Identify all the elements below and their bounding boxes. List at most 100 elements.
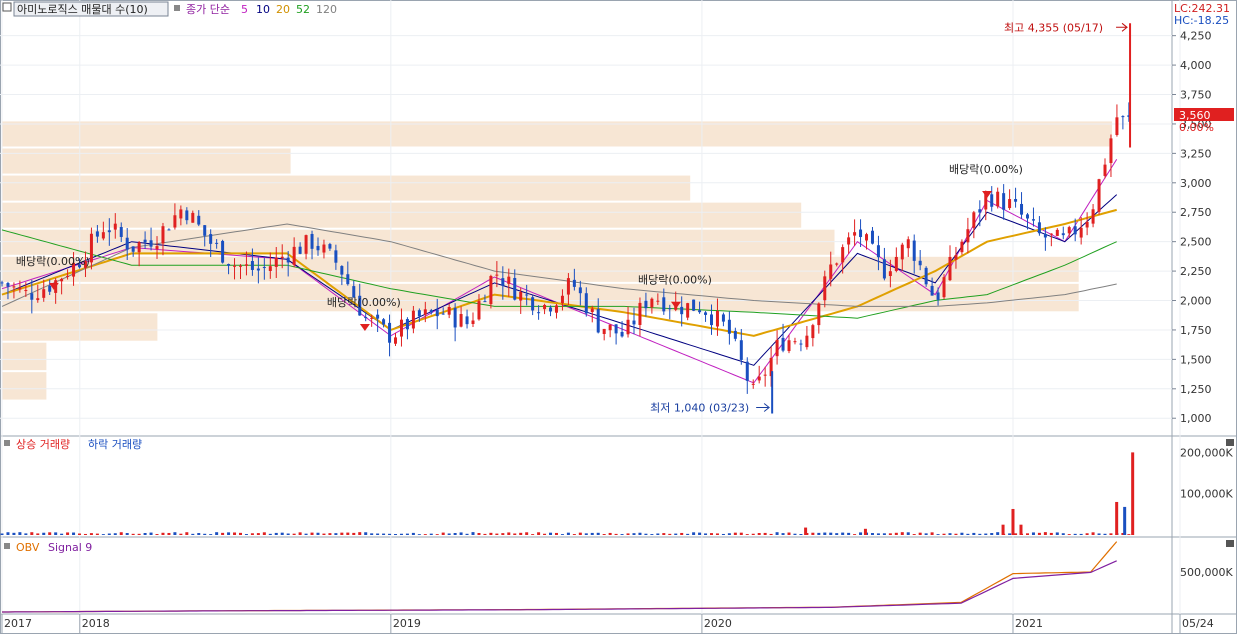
- volume-bar: [227, 532, 231, 535]
- volume-up-label: 상승 거래량: [16, 438, 70, 451]
- volume-profile-bin-2: [2, 175, 691, 201]
- candle-body: [1031, 219, 1035, 221]
- volume-bar: [662, 533, 666, 535]
- candle-body: [596, 308, 600, 333]
- candle-body: [417, 310, 421, 317]
- volume-bar: [829, 532, 833, 535]
- volume-bar: [215, 532, 219, 535]
- candle-body: [882, 259, 886, 279]
- candle-body: [310, 233, 314, 249]
- volume-bar: [441, 532, 445, 535]
- candle-body: [733, 330, 737, 339]
- candle-body: [614, 324, 618, 334]
- volume-bar: [12, 532, 16, 535]
- volume-bar: [143, 533, 147, 535]
- volume-bar: [978, 533, 982, 535]
- indicator-title-box[interactable]: [13, 1, 169, 17]
- candle-body: [107, 230, 111, 233]
- candle-body: [805, 335, 809, 348]
- volume-bar: [435, 534, 439, 535]
- candle-body: [757, 376, 761, 381]
- volume-bar: [262, 532, 266, 535]
- candle-body: [584, 293, 588, 314]
- volume-bar: [394, 534, 398, 535]
- candle-body: [149, 240, 153, 247]
- candle-body: [24, 290, 28, 292]
- volume-bar: [698, 532, 702, 535]
- candle-body: [966, 229, 970, 243]
- price-tick-label: 3,500: [1180, 118, 1212, 131]
- candle-body: [501, 278, 505, 286]
- volume-spike-bar: [1011, 508, 1015, 535]
- candle-body: [334, 250, 338, 263]
- volume-bar: [161, 532, 165, 535]
- candle-body: [543, 304, 547, 310]
- signal-label: Signal 9: [48, 541, 92, 554]
- price-tick-label: 1,000: [1180, 412, 1212, 425]
- candle-body: [18, 287, 22, 290]
- volume-bar: [388, 533, 392, 535]
- volume-bar: [620, 534, 624, 535]
- candle-body: [42, 289, 46, 298]
- candle-body: [185, 210, 189, 221]
- volume-bar: [328, 533, 332, 535]
- ma-20-label: 20: [276, 3, 290, 16]
- volume-bar: [990, 533, 994, 535]
- volume-bar: [870, 533, 874, 535]
- volume-bar: [423, 534, 427, 535]
- dividend-marker-label: 배당락(0.00%): [327, 296, 401, 309]
- high-marker-arrow-icon: [1116, 22, 1128, 32]
- volume-bar: [817, 532, 821, 535]
- candle-body: [918, 260, 922, 266]
- volume-bar: [292, 533, 296, 535]
- volume-bar: [584, 533, 588, 535]
- dividend-marker-icon: [48, 282, 59, 290]
- volume-bar: [751, 533, 755, 535]
- candle-body: [66, 275, 70, 277]
- candle-body: [78, 264, 82, 268]
- volume-bar: [298, 532, 302, 535]
- candle-body: [745, 361, 749, 381]
- candle-body: [644, 300, 648, 309]
- legend-toggle-icon[interactable]: [2, 2, 12, 12]
- candle-body: [304, 235, 308, 254]
- candle-body: [36, 298, 40, 301]
- candle-body: [435, 309, 439, 317]
- volume-bar: [739, 532, 743, 535]
- volume-pane-collapse-icon[interactable]: [1226, 439, 1234, 446]
- volume-bar: [966, 533, 970, 535]
- volume-bar: [549, 532, 553, 535]
- volume-bar: [906, 532, 910, 535]
- candle-body: [525, 294, 529, 296]
- candle-body: [537, 312, 541, 314]
- volume-bar: [83, 533, 87, 535]
- volume-bar: [244, 534, 248, 535]
- candle-body: [209, 234, 213, 244]
- ma-line-120: [1, 223, 1117, 307]
- candle-body: [453, 308, 457, 328]
- candle-body: [370, 317, 374, 319]
- candle-body: [662, 297, 666, 312]
- high-marker-label: 최고 4,355 (05/17): [1004, 21, 1103, 34]
- obv-pane-collapse-icon[interactable]: [1226, 540, 1234, 547]
- candle-body: [769, 357, 773, 377]
- volume-bar: [483, 533, 487, 535]
- candle-body: [274, 257, 278, 267]
- volume-bar: [453, 533, 457, 535]
- candle-body: [1121, 116, 1125, 118]
- candle-body: [811, 325, 815, 339]
- candle-body: [900, 244, 904, 260]
- candle-body: [30, 293, 34, 300]
- volume-bar: [322, 533, 326, 535]
- volume-bar: [310, 532, 314, 535]
- candle-body: [101, 232, 105, 239]
- volume-bar: [316, 532, 320, 535]
- signal-line: [2, 560, 1117, 613]
- candle-body: [262, 267, 266, 269]
- candle-body: [215, 242, 219, 244]
- volume-bar: [495, 533, 499, 535]
- volume-bar: [54, 532, 58, 535]
- candle-body: [960, 241, 964, 253]
